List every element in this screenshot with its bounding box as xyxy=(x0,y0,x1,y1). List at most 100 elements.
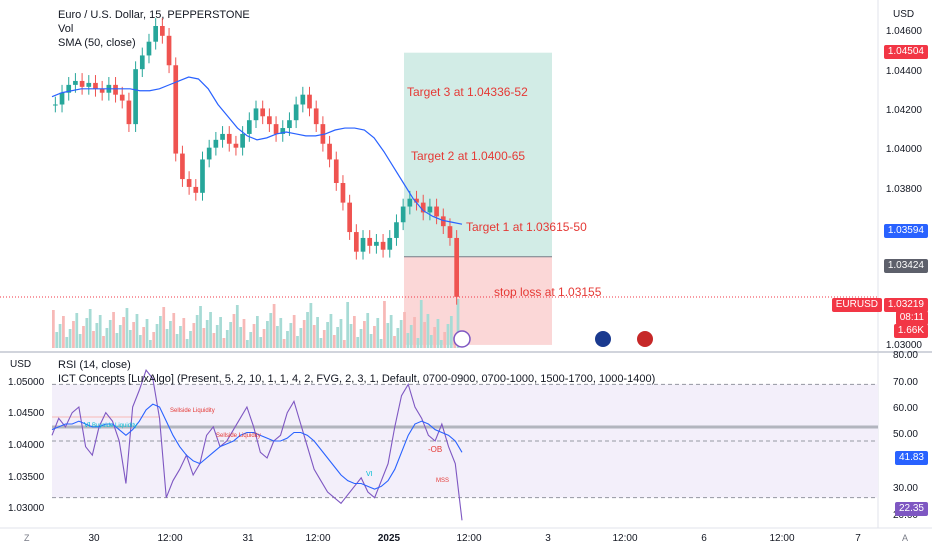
volume-bar xyxy=(429,335,433,348)
candle-body xyxy=(200,159,205,193)
candle-body xyxy=(160,26,165,36)
price-tick: 1.04000 xyxy=(885,144,922,155)
candle-body xyxy=(273,124,279,134)
candle-body xyxy=(387,237,393,250)
candle-body xyxy=(73,80,78,85)
candle-body xyxy=(300,94,306,105)
candle-body xyxy=(186,179,192,187)
countdown-badge: 08:11 xyxy=(895,311,928,325)
sma-line xyxy=(51,76,463,225)
volume-bar xyxy=(212,333,216,348)
symbol-title: Euro / U.S. Dollar, 15, PEPPERSTONE xyxy=(58,9,250,21)
volume-bar xyxy=(256,316,259,348)
candle-body xyxy=(313,108,319,125)
volume-bar xyxy=(406,333,410,348)
rsi-sma-badge: 41.83 xyxy=(894,451,928,465)
volume-bar xyxy=(346,302,350,348)
volume-bar xyxy=(135,314,139,348)
candle-body xyxy=(280,128,286,134)
lower-left-tick: 1.04000 xyxy=(8,440,45,451)
candle-body xyxy=(59,92,65,105)
volume-bar xyxy=(232,314,236,348)
auto-scale-toggle[interactable]: A xyxy=(902,533,909,543)
price-currency-label[interactable]: USD xyxy=(893,9,915,20)
volume-bar xyxy=(399,320,403,348)
volume-bar xyxy=(162,307,166,348)
volume-bar xyxy=(436,319,440,348)
candle-body xyxy=(380,241,386,250)
candle-body xyxy=(173,65,179,154)
candle-body xyxy=(180,153,185,180)
volume-bar xyxy=(88,309,92,348)
volume-bar xyxy=(78,334,82,348)
volume-bar xyxy=(115,333,119,348)
volume-bar xyxy=(148,340,152,348)
lightning-icon xyxy=(453,330,471,348)
volume-bar xyxy=(65,337,69,348)
candle-body xyxy=(394,222,399,238)
volume-bar xyxy=(108,320,112,348)
volume-bar xyxy=(332,335,336,348)
volume-bar xyxy=(72,321,75,348)
volume-bar xyxy=(279,318,283,348)
volume-bar xyxy=(172,313,176,348)
volume-bar xyxy=(262,329,266,348)
volume-bar xyxy=(316,317,319,348)
volume-bar xyxy=(383,301,386,348)
lower-unit-label: USD xyxy=(10,359,32,370)
candle-body xyxy=(454,237,459,297)
volume-bar xyxy=(339,319,343,348)
candle-body xyxy=(146,41,152,56)
volume-bar xyxy=(342,340,346,348)
volume-bar xyxy=(202,328,206,348)
candle-body xyxy=(447,226,453,238)
volume-bar xyxy=(242,319,246,348)
candle-body xyxy=(287,120,292,129)
ob-label: -OB xyxy=(428,445,443,454)
volume-bar xyxy=(286,331,289,348)
volume-bar xyxy=(443,332,447,348)
volume-bar xyxy=(309,303,313,348)
candle-body xyxy=(86,82,92,87)
volume-bar xyxy=(249,332,253,348)
candle-body xyxy=(407,198,413,207)
volume-bar xyxy=(75,313,79,348)
rsi-sma-line xyxy=(51,403,463,490)
candle-body xyxy=(166,35,172,66)
target3-label: Target 3 at 1.04336-52 xyxy=(407,85,528,99)
volume-bar xyxy=(396,328,400,348)
volume-bar xyxy=(92,331,95,348)
volume-bar xyxy=(296,336,299,348)
timezone-toggle[interactable]: Z xyxy=(24,533,30,543)
mss-label: MSS xyxy=(436,478,450,484)
volume-bar xyxy=(356,337,360,348)
rsi-line xyxy=(51,369,463,521)
volume-bar xyxy=(393,336,396,348)
candle-body xyxy=(213,139,219,148)
target1-label: Target 1 at 1.03615-50 xyxy=(466,220,587,234)
candle-body xyxy=(427,206,433,213)
volume-bar xyxy=(426,314,430,348)
ict-legend: ICT Concepts [LuxAlgo] (Present, 5, 2, 1… xyxy=(58,373,656,385)
volume-bar xyxy=(82,326,85,348)
candle-body xyxy=(293,104,299,121)
volume-bar xyxy=(142,327,146,348)
candle-body xyxy=(233,143,239,148)
rsi-tick: 50.00 xyxy=(892,429,918,440)
rsi-tick: 80.00 xyxy=(892,350,918,361)
volume-bar xyxy=(312,325,316,348)
volume-bar xyxy=(379,339,383,348)
time-tick: 12:00 xyxy=(612,533,638,544)
volume-bar xyxy=(95,323,99,348)
sellside-label: Sellside Liquidity xyxy=(216,433,261,439)
time-tick: 12:00 xyxy=(769,533,795,544)
vi-label-right: VI xyxy=(366,471,373,478)
candle-body xyxy=(153,26,159,42)
lower-left-tick: 1.03000 xyxy=(8,503,45,514)
volume-bar xyxy=(306,312,309,348)
rsi-legend: RSI (14, close) xyxy=(58,359,131,371)
volume-bar xyxy=(299,328,303,348)
rsi-tick: 70.00 xyxy=(892,377,918,388)
volume-bar xyxy=(363,321,366,348)
